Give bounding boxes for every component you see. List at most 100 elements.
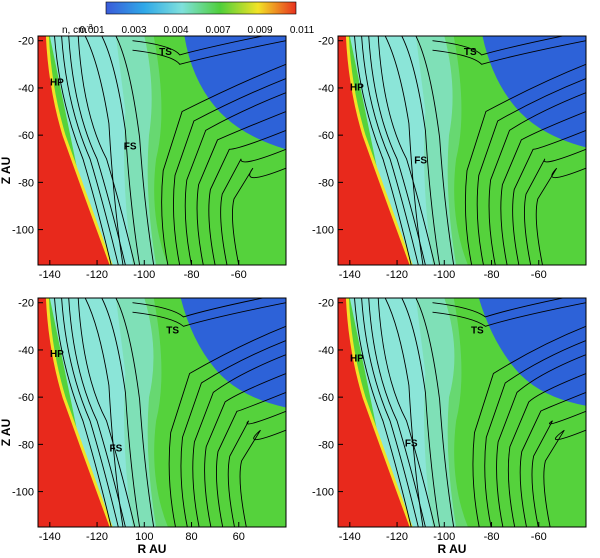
y-tick-label: -20 [318,36,334,48]
streamline [531,410,586,527]
streamline [484,340,586,527]
streamline [476,78,586,265]
annotation-ts: TS [159,47,172,58]
annotation-fs: FS [405,439,418,450]
heliopause-edge [345,36,413,265]
streamline [415,36,455,265]
streamline [132,40,286,65]
streamlines [354,298,586,527]
x-tick-label: -80 [184,269,200,281]
heliopause-edge [345,298,413,527]
y-tick-label: -60 [18,130,34,142]
streamline [368,298,426,527]
region-disk [38,298,112,527]
y-tick-label: -80 [18,439,34,451]
colorbar-gradient [105,1,297,15]
colorbar-tick-label: 0.001 [79,25,104,36]
streamline [132,36,265,56]
heatmap-field [38,298,286,527]
streamline [496,354,586,527]
region-transition [115,298,168,527]
streamline [472,325,586,527]
x-tick-label: -80 [484,269,500,281]
x-tick-label: -140 [339,269,361,281]
streamline [132,302,286,327]
streamline [77,298,136,527]
streamline [415,298,455,527]
plot-frame [337,297,587,528]
x-tick-label: -140 [39,531,61,543]
x-axis-title: R AU [438,542,467,556]
streamline [54,298,112,527]
colorbar-unit-exponent: -3 [86,24,92,31]
colorbar-unit-label: n, cm-3: [62,24,95,36]
streamline [180,340,286,527]
x-axis: -140 -120 -100 -80 -60 [339,260,547,281]
x-tick-label: 60 [233,531,245,543]
x-tick-label: -120 [386,531,408,543]
streamline [523,148,586,265]
panels: -140 -120 -100 -80 -60 -20 -40 -60 -80 -100 Z AU TS… [0,35,587,556]
x-tick-label: 100 [135,531,153,543]
y-axis: -20 -40 -60 -80 -100 [312,36,343,237]
streamlines [54,298,286,527]
plot-frame [37,297,287,528]
y-tick-label: -100 [312,487,334,499]
streamline [361,298,419,527]
colorbar: n, cm-3: 0.001 0.003 0.004 0.007 0.009 0.011 [62,1,315,36]
x-axis: -140 -120 -100 -80 -60 [339,522,547,543]
streamline [231,167,286,265]
y-tick-label: -100 [312,225,334,237]
streamline [239,429,286,527]
region-disk [338,298,412,527]
colorbar-tick-labels: 0.001 0.003 0.004 0.007 0.009 0.011 [79,25,314,36]
streamline [377,298,436,527]
colorbar-tick-label: 0.004 [163,25,188,36]
x-axis: -140 -120 -100 -80 -60 [39,260,247,281]
streamline [464,63,586,265]
heliopause-edge [45,298,113,527]
streamline [432,36,566,56]
y-tick-label: -60 [318,130,334,142]
region-supersonic-wind [478,298,586,406]
region-supersonic-wind [482,36,586,148]
streamline [101,36,141,265]
region-disk [338,36,412,265]
y-tick-label: -40 [318,83,334,95]
annotation-ts: TS [471,325,484,336]
heatmap-field [338,36,586,265]
streamline [401,36,441,265]
streamline [432,40,586,65]
panel-bottom-left: -140 -120 100 80 60 -20 -40 -60 -80 -100 Z AU R AU T… [0,297,287,556]
x-tick-label: -100 [433,531,455,543]
streamline [192,354,286,527]
x-tick-label: -140 [39,269,61,281]
streamline [354,36,412,265]
y-axis: -20 -40 -60 -80 -100 [12,298,43,499]
streamline [54,36,112,265]
annotation-fs: FS [414,155,427,166]
x-tick-label: -100 [133,269,155,281]
streamline [172,78,286,265]
annotation-hp: HP [350,82,364,93]
streamlines [354,36,586,265]
annotation-ts: TS [464,47,477,58]
x-axis: -140 -120 100 80 60 [39,522,245,543]
y-axis-title: Z AU [0,157,13,185]
colorbar-unit-text: n, cm [62,25,86,36]
streamline [519,391,586,527]
streamline [401,298,441,527]
streamline [384,298,424,527]
streamline [77,36,136,265]
y-tick-label: -80 [318,177,334,189]
x-tick-label: -60 [531,531,547,543]
x-tick-label: -60 [231,269,247,281]
streamline [368,36,426,265]
streamline [535,167,586,265]
streamline [61,36,119,265]
heatmap-field [38,36,286,265]
streamline [432,302,586,327]
streamline [488,92,586,265]
streamline [512,129,586,265]
